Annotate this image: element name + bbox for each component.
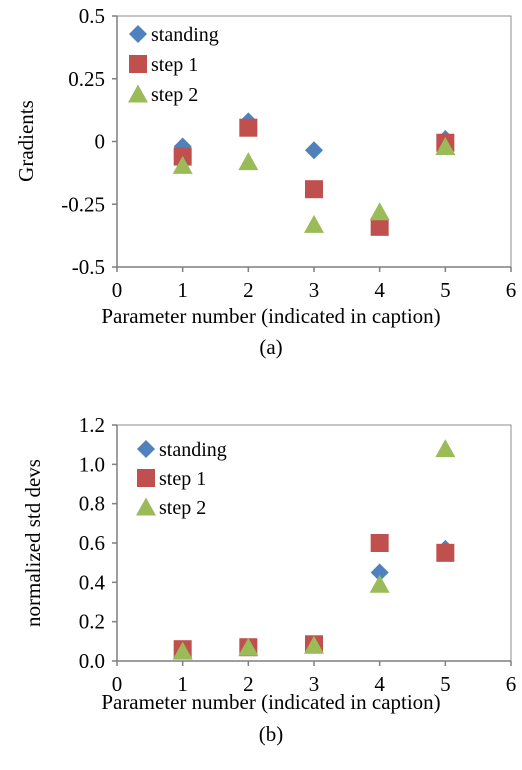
x-tick-label: 5 (440, 278, 451, 302)
data-point-step-2 (369, 574, 390, 593)
data-points (172, 112, 456, 236)
y-tick-label: -0.5 (72, 255, 105, 279)
x-tick-label: 6 (506, 672, 517, 696)
figure-caption-a: (a) (259, 335, 282, 359)
y-tick-label: 0.8 (79, 492, 105, 516)
legend-label: step 2 (151, 84, 198, 106)
data-point-step-2 (172, 155, 193, 174)
data-point-step-1 (436, 543, 455, 562)
x-tick-label: 2 (243, 672, 254, 696)
legend-label: standing (151, 24, 219, 46)
legend-label: standing (159, 439, 227, 461)
y-tick-label: 0.25 (68, 67, 105, 91)
legend: standing step 1 step 2 (136, 439, 227, 519)
y-tick-label: 0.6 (79, 531, 105, 555)
legend: standing step 1 step 2 (128, 24, 219, 106)
x-tick-label: 1 (177, 278, 188, 302)
x-tick-label: 4 (374, 672, 385, 696)
legend-marker-standing (137, 440, 155, 458)
y-tick-label: 1.2 (79, 413, 105, 437)
x-tick-label: 6 (506, 278, 517, 302)
y-tick-labels: 1.2 1.0 0.8 0.6 0.4 0.2 0.0 (79, 413, 117, 673)
legend-marker-step-2 (128, 84, 148, 103)
legend-marker-standing (129, 25, 147, 43)
x-tick-label: 0 (112, 672, 123, 696)
y-tick-label: 0 (95, 130, 106, 154)
legend-marker-step-2 (136, 497, 156, 516)
x-tick-label: 3 (309, 672, 320, 696)
data-point-step-1 (305, 180, 323, 199)
data-point-step-1 (239, 118, 258, 137)
legend-marker-step-1 (137, 469, 155, 487)
x-axis-title: Parameter number (indicated in caption) (101, 304, 440, 328)
x-tick-labels: 0 1 2 3 4 5 6 (112, 267, 517, 302)
x-tick-label: 2 (243, 278, 254, 302)
data-point-step-2 (238, 152, 259, 171)
y-tick-label: 0.2 (79, 610, 105, 634)
legend-label: step 1 (151, 54, 198, 76)
data-points (172, 439, 456, 660)
figure-caption-b: (b) (259, 722, 284, 746)
data-point-step-2 (304, 214, 324, 233)
data-point-step-2 (369, 202, 390, 221)
data-point-step-2 (238, 637, 259, 656)
x-tick-label: 0 (112, 278, 123, 302)
data-point-step-2 (304, 635, 324, 654)
x-tick-labels: 0 1 2 3 4 5 6 (112, 661, 517, 696)
x-tick-label: 4 (374, 278, 385, 302)
y-tick-label: 1.0 (79, 452, 105, 476)
data-point-step-2 (435, 137, 456, 156)
data-point-step-1 (370, 217, 389, 236)
legend-label: step 1 (159, 468, 206, 490)
chart-panel-a: 0.5 0.25 0 -0.25 -0.5 0 1 2 3 4 5 6 standing step 1… (14, 4, 516, 359)
legend-label: step 2 (159, 497, 206, 519)
data-point-step-2 (435, 439, 456, 458)
y-tick-label: -0.25 (61, 192, 105, 216)
data-point-step-1 (370, 534, 389, 552)
y-tick-label: 0.4 (79, 570, 106, 594)
y-tick-label: 0.5 (79, 4, 105, 28)
x-tick-label: 3 (309, 278, 320, 302)
data-point-standing (305, 141, 323, 160)
y-axis-title: normalized std devs (21, 459, 45, 627)
x-tick-label: 1 (177, 672, 188, 696)
data-point-standing (370, 563, 389, 582)
x-axis-title: Parameter number (indicated in caption) (101, 690, 440, 714)
y-tick-labels: 0.5 0.25 0 -0.25 -0.5 (61, 4, 117, 279)
y-tick-label: 0.0 (79, 649, 105, 673)
y-axis-title: Gradients (14, 100, 38, 182)
data-point-step-2 (172, 641, 193, 660)
x-tick-label: 5 (440, 672, 451, 696)
legend-marker-step-1 (129, 55, 147, 73)
